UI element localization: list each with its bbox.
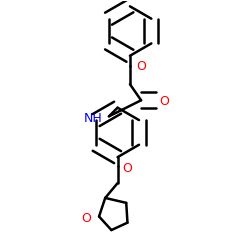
Text: NH: NH xyxy=(84,112,102,125)
Text: O: O xyxy=(159,94,169,108)
Text: O: O xyxy=(81,212,91,225)
Text: O: O xyxy=(136,60,146,74)
Text: O: O xyxy=(122,162,132,175)
